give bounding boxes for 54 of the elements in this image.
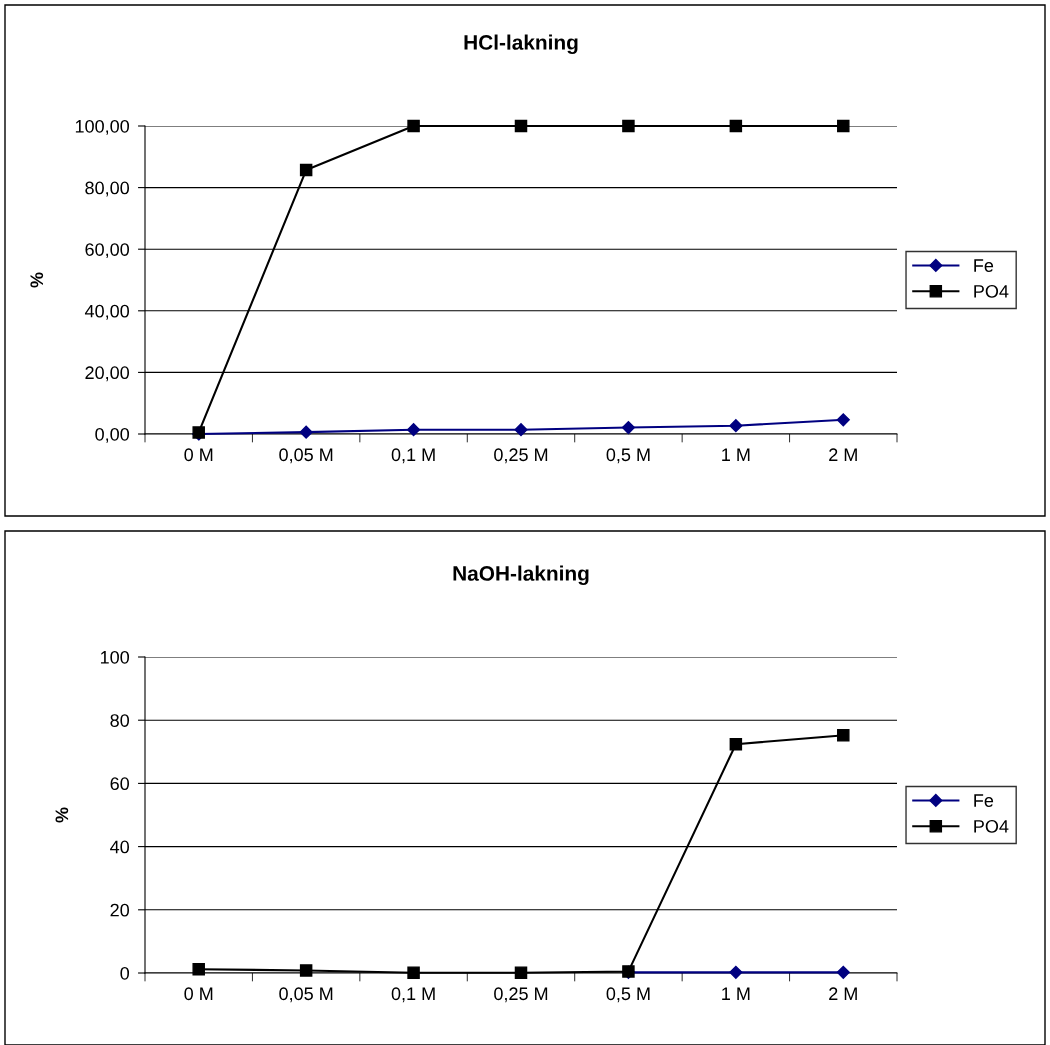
point [622, 119, 635, 133]
y-axis-title: % [55, 807, 69, 823]
y-tick-label: 20 [110, 903, 130, 917]
x-tick-label: 1 M [722, 987, 750, 1000]
x-tick-label: 0,25 M [494, 448, 548, 464]
point [621, 420, 636, 435]
x-tick-label: 0,1 M [391, 987, 435, 1003]
point [729, 419, 743, 433]
point [514, 966, 528, 979]
y-axis-title: % [30, 272, 44, 288]
y-tick-label: 0 [120, 966, 130, 980]
legend-label: PO4 [974, 819, 1009, 833]
x-tick-label: 0,05 M [279, 987, 333, 1003]
point [406, 423, 421, 437]
point [836, 965, 850, 979]
chart-title: HCl-lakning [464, 34, 578, 55]
point [407, 966, 420, 979]
y-tick-label: 40 [110, 840, 130, 854]
x-tick-label: 0,05 M [279, 448, 333, 464]
y-tick-label: 60,00 [85, 243, 130, 259]
point [299, 425, 313, 439]
x-tick-label: 0,25 M [494, 987, 548, 1003]
y-tick-label: 80,00 [85, 181, 130, 197]
y-tick-label: 40,00 [84, 304, 130, 320]
x-tick-label: 0 M [184, 987, 213, 1001]
x-tick-label: 0,5 M [606, 987, 650, 1003]
x-tick-label: 1 M [722, 448, 750, 461]
point [514, 423, 528, 437]
x-tick-label: 2 M [829, 448, 857, 461]
x-tick-label: 2 M [829, 987, 857, 1000]
y-tick-label: 0,00 [95, 427, 130, 443]
chart-title: NaOH-lakning [453, 565, 589, 586]
y-tick-label: 20,00 [85, 366, 130, 382]
point [192, 962, 205, 976]
point [729, 119, 743, 133]
x-tick-label: 0,1 M [391, 448, 435, 464]
point [407, 119, 420, 133]
point [299, 964, 313, 977]
y-tick-label: 100,00 [75, 119, 130, 135]
y-tick-label: 80 [110, 714, 130, 727]
point [837, 729, 850, 742]
x-tick-label: 0,5 M [606, 448, 650, 464]
point [837, 119, 850, 133]
point [299, 163, 313, 177]
point [729, 965, 743, 979]
legend-label: Fe [974, 794, 994, 807]
point [836, 413, 850, 427]
y-tick-label: 60 [110, 777, 130, 791]
y-tick-label: 100 [100, 650, 130, 664]
point [729, 737, 743, 751]
legend-label: PO4 [974, 284, 1009, 298]
legend-label: Fe [974, 259, 994, 272]
x-tick-label: 0 M [184, 448, 213, 462]
point [514, 119, 528, 133]
